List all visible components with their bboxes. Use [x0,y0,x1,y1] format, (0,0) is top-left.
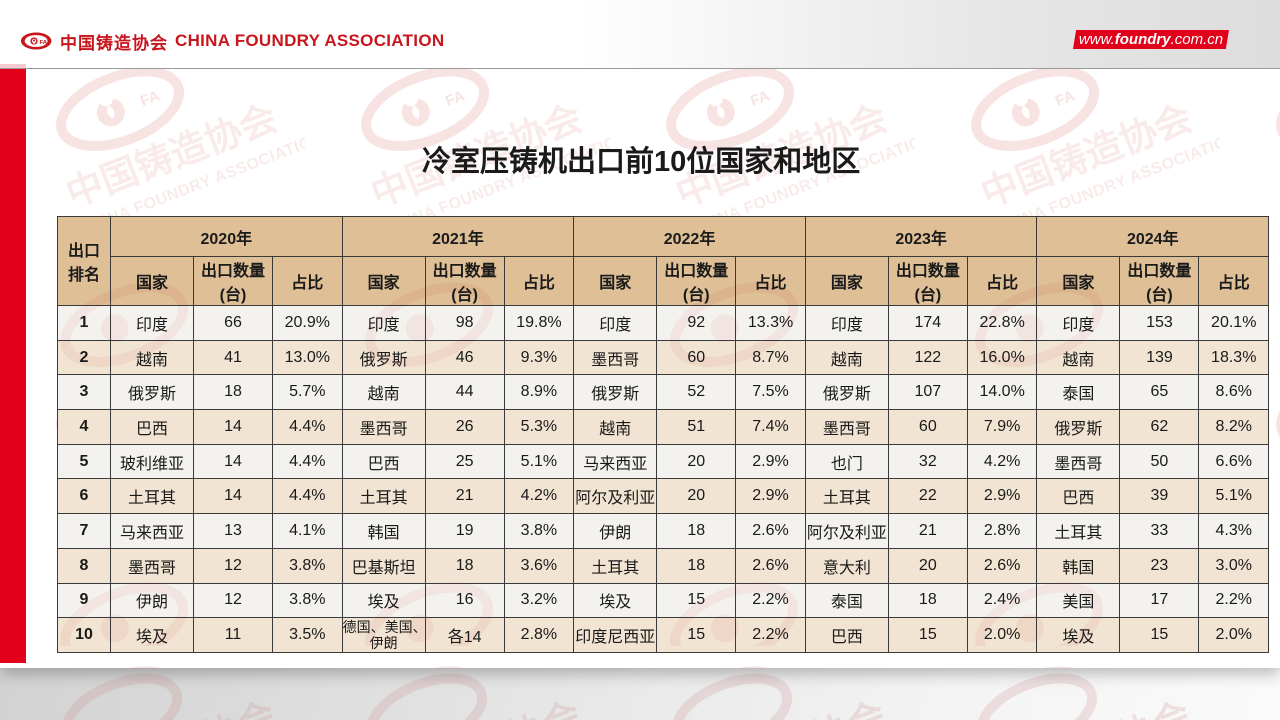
svg-text:FA: FA [40,40,48,46]
